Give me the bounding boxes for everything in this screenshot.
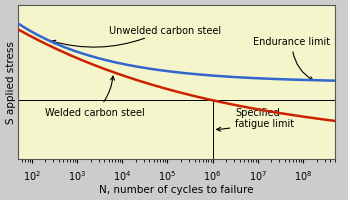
Text: Unwelded carbon steel: Unwelded carbon steel	[52, 25, 221, 48]
Text: Endurance limit: Endurance limit	[253, 37, 331, 81]
Text: Welded carbon steel: Welded carbon steel	[46, 77, 145, 117]
Text: Specified
fatigue limit: Specified fatigue limit	[217, 107, 294, 132]
X-axis label: N, number of cycles to failure: N, number of cycles to failure	[99, 185, 254, 194]
Y-axis label: S applied stress: S applied stress	[6, 41, 16, 124]
